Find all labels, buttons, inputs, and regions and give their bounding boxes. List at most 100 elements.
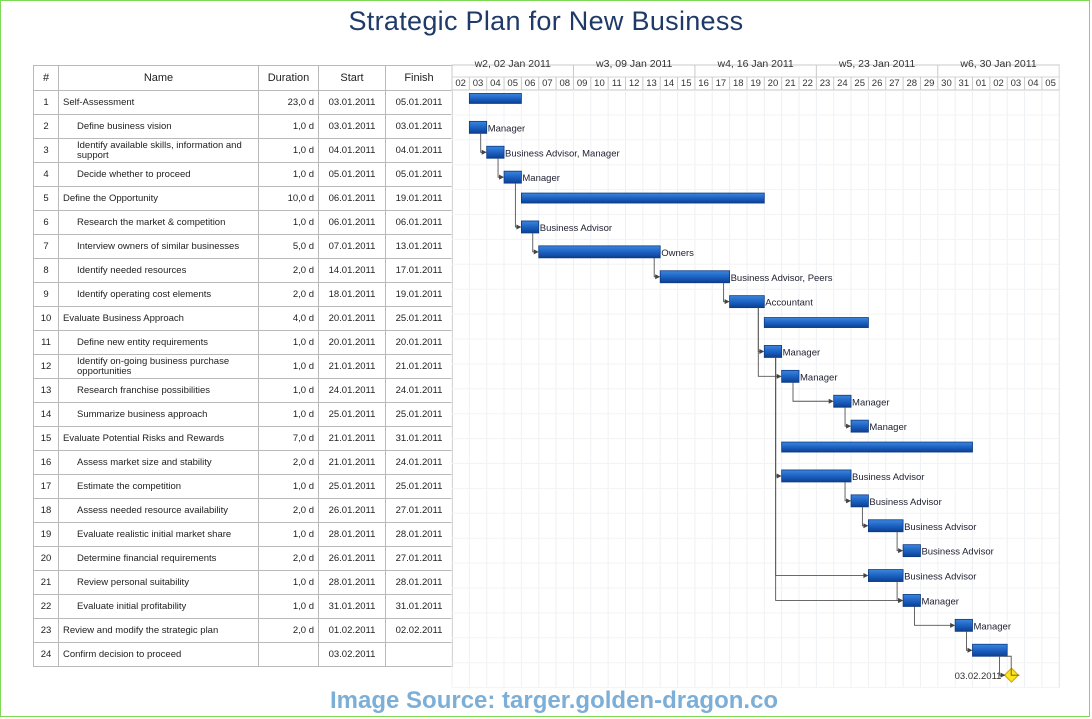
day-tick-label: 22 [802, 78, 813, 89]
dependency-connector [723, 282, 729, 303]
day-tick-label: 06 [525, 78, 536, 89]
task-name-cell: Confirm decision to proceed [58, 642, 259, 667]
task-bar[interactable] [659, 270, 731, 284]
task-bar[interactable] [781, 469, 852, 483]
day-tick-label: 14 [664, 78, 675, 89]
table-row[interactable]: 11 Define new entity requirements 1,0 d 20.… [33, 330, 453, 355]
table-row[interactable]: 15 Evaluate Potential Risks and Rewards 7,… [33, 426, 453, 451]
table-row[interactable]: 7 Interview owners of similar businesses 5… [33, 234, 453, 259]
table-row[interactable]: 9 Identify operating cost elements 2,0 d 18… [33, 282, 453, 307]
task-duration-cell: 1,0 d [258, 114, 319, 139]
task-bar[interactable] [850, 419, 869, 433]
task-bar[interactable] [503, 170, 522, 184]
task-bar[interactable] [833, 394, 852, 408]
dependency-arrowhead [846, 498, 852, 504]
summary-bar[interactable] [468, 93, 522, 104]
task-bar[interactable] [902, 544, 921, 558]
day-tick-label: 09 [577, 78, 588, 89]
dependency-arrowhead [950, 622, 956, 628]
resource-label: Business Advisor, Peers [731, 273, 833, 284]
task-duration-cell: 1,0 d [258, 330, 319, 355]
task-name-cell: Determine financial requirements [58, 546, 259, 571]
task-bar[interactable] [972, 643, 1008, 657]
task-finish-cell: 25.01.2011 [385, 474, 453, 499]
week-tick-label: w2, 02 Jan 2011 [474, 58, 551, 70]
day-tick-label: 11 [612, 78, 622, 89]
dependency-connector [653, 257, 660, 278]
task-id-cell: 10 [33, 306, 59, 331]
day-tick-label: 03 [1011, 78, 1022, 89]
summary-bar[interactable] [763, 317, 869, 328]
task-start-cell: 28.01.2011 [318, 570, 386, 595]
task-bar[interactable] [954, 618, 973, 632]
col-header-name[interactable]: Name [58, 65, 259, 91]
dependency-arrowhead [846, 423, 852, 429]
table-row[interactable]: 18 Assess needed resource availability 2,0… [33, 498, 453, 523]
week-tick-label: w5, 23 Jan 2011 [838, 58, 915, 70]
task-bar[interactable] [868, 569, 904, 582]
dependency-connector [792, 382, 833, 402]
dependency-connector [1003, 655, 1020, 676]
day-tick-label: 08 [559, 78, 570, 89]
day-tick-label: 19 [750, 78, 761, 89]
day-tick-label: 25 [854, 78, 865, 89]
task-name-cell: Interview owners of similar businesses [58, 234, 259, 259]
resource-label: Business Advisor [540, 223, 612, 234]
task-name-cell: Review and modify the strategic plan [58, 618, 259, 643]
summary-bar[interactable] [781, 441, 973, 453]
resource-label: Manager [783, 347, 821, 358]
task-id-cell: 23 [33, 618, 59, 643]
task-bar[interactable] [781, 369, 800, 383]
summary-bar[interactable] [521, 192, 765, 204]
resource-label: Business Advisor [921, 547, 993, 558]
resource-label: Manager [488, 123, 526, 134]
dependency-connector [757, 307, 781, 377]
task-bar[interactable] [763, 345, 783, 358]
table-row[interactable]: 14 Summarize business approach 1,0 d 25.01.… [33, 402, 453, 427]
task-duration-cell: 1,0 d [258, 402, 319, 427]
task-bar[interactable] [729, 295, 765, 309]
dependency-connector [480, 133, 486, 153]
task-duration-cell: 2,0 d [258, 546, 319, 571]
table-row[interactable]: 3 Identify available skills, information … [33, 138, 453, 163]
task-bar[interactable] [868, 519, 904, 533]
dependency-arrowhead [499, 174, 505, 180]
resource-label: Manager [921, 596, 959, 607]
task-finish-cell [385, 642, 453, 667]
day-tick-label: 15 [681, 78, 692, 89]
task-bar[interactable] [486, 145, 505, 159]
task-bar[interactable] [850, 494, 869, 508]
task-finish-cell: 24.01.2011 [385, 378, 453, 403]
resource-label: Manager [852, 397, 890, 408]
col-header-finish[interactable]: Finish [385, 65, 453, 91]
day-tick-label: 18 [733, 78, 744, 89]
day-tick-label: 05 [507, 78, 518, 89]
task-bar[interactable] [468, 120, 488, 134]
table-row[interactable]: 24 Confirm decision to proceed 03.02.2011 [33, 642, 453, 667]
table-row[interactable]: 10 Evaluate Business Approach 4,0 d 20.01.2… [33, 306, 453, 331]
col-header-id[interactable]: # [33, 65, 59, 91]
dependency-arrowhead [759, 348, 765, 354]
task-duration-cell: 2,0 d [258, 450, 319, 475]
table-row[interactable]: 8 Identify needed resources 2,0 d 14.01.201… [33, 258, 453, 283]
task-finish-cell: 19.01.2011 [385, 282, 453, 307]
task-bar[interactable] [902, 594, 921, 607]
task-start-cell: 21.01.2011 [318, 426, 386, 451]
dependency-connector [844, 407, 851, 427]
dependency-connector [497, 158, 504, 178]
dependency-arrowhead [776, 373, 782, 379]
resource-label: Manager [974, 621, 1012, 632]
table-row[interactable]: 23 Review and modify the strategic plan 2,… [33, 618, 453, 643]
dependency-arrowhead [1000, 672, 1006, 678]
dependency-connector [775, 357, 868, 576]
table-header-row: # Name Duration Start Finish [33, 65, 453, 91]
dependency-connector [896, 581, 903, 601]
table-row[interactable]: 1 Self-Assessment 23,0 d 03.01.2011 05.01.20… [33, 90, 453, 115]
col-header-start[interactable]: Start [318, 65, 386, 91]
task-bar[interactable] [538, 245, 661, 259]
task-bar[interactable] [521, 220, 540, 234]
image-source-watermark: Image Source: targer.golden-dragon.co [330, 687, 779, 714]
